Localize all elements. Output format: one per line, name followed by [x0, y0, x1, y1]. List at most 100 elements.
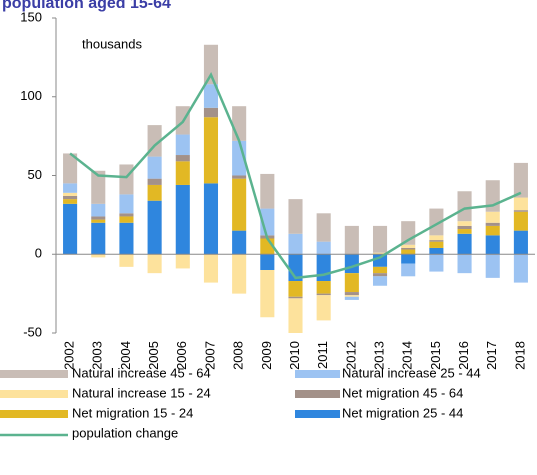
y-tick-label: -50: [23, 324, 42, 339]
bar-segment: [372, 273, 388, 277]
legend-swatch: [0, 390, 68, 398]
bar-segment: [203, 44, 219, 85]
x-tick-label: 2015: [428, 341, 443, 370]
bar-segment: [457, 225, 472, 230]
bar-segment: [147, 156, 162, 179]
bar-segment: [513, 210, 528, 212]
bar-segment: [63, 153, 78, 184]
bar-segment: [457, 233, 472, 255]
x-tick-label: 2002: [62, 341, 77, 370]
bar-segment: [63, 203, 78, 255]
bar-segment: [401, 244, 416, 248]
bar-segment: [63, 183, 78, 193]
bar-segment: [429, 235, 444, 241]
bar-segment: [429, 254, 444, 272]
bar-segment: [232, 106, 247, 141]
bar-segment: [316, 281, 331, 294]
legend-label: population change: [72, 425, 178, 440]
bar-segment: [63, 199, 78, 204]
bar-segment: [288, 281, 303, 297]
x-tick-label: 2012: [343, 341, 358, 370]
bar-segment: [175, 184, 190, 255]
x-tick-label: 2018: [512, 341, 527, 370]
x-tick-label: 2005: [146, 341, 161, 370]
bar-segment: [401, 249, 416, 255]
x-tick-label: 2016: [456, 341, 471, 370]
line-series: [69, 71, 522, 280]
bar-segment: [91, 170, 106, 204]
bar-segment: [175, 155, 190, 162]
bar-segment: [175, 161, 190, 185]
bar-segment: [372, 225, 388, 253]
bar-segment: [344, 295, 359, 297]
bar-segment: [232, 230, 247, 255]
legend-label: Natural increase 25 - 44: [342, 365, 481, 380]
bar-segment: [119, 194, 134, 214]
bar-segment: [316, 295, 331, 321]
chart-title: population aged 15-64: [2, 0, 171, 12]
bar-segment: [316, 241, 331, 255]
bar-segment: [401, 247, 416, 250]
bar-segment: [232, 178, 247, 231]
bar-segment: [203, 254, 219, 283]
bar-segment: [203, 107, 219, 118]
y-tick-label: 50: [28, 167, 42, 182]
bar-segment: [316, 213, 331, 242]
x-tick-label: 2011: [315, 341, 330, 369]
y-tick-label: 0: [35, 246, 42, 261]
bar-segment: [401, 263, 416, 277]
bar-segment: [91, 216, 106, 220]
bar-segment: [429, 240, 444, 242]
x-tick-label: 2014: [400, 341, 415, 370]
bar-segment: [513, 254, 528, 283]
bar-segment: [485, 225, 500, 236]
bar-segment: [372, 266, 388, 274]
legend-label: Net migration 45 - 64: [342, 385, 463, 400]
x-tick-label: 2013: [371, 341, 386, 370]
bar-segment: [288, 296, 303, 299]
bar-segment: [485, 254, 500, 278]
bar-segment: [147, 254, 162, 274]
x-tick-label: 2004: [118, 341, 133, 370]
bar-segment: [119, 216, 134, 223]
bar-segment: [91, 219, 106, 223]
legend-swatch: [0, 410, 68, 418]
bar-segment: [260, 173, 275, 209]
bar-segment: [232, 254, 247, 294]
bar-segment: [344, 273, 359, 293]
bar-segment: [316, 293, 331, 296]
bar-segment: [344, 225, 359, 255]
legend-label: Natural increase 45 - 64: [72, 365, 211, 380]
x-tick-label: 2007: [202, 341, 217, 370]
bar-segment: [63, 192, 78, 196]
bar-segment: [429, 208, 444, 236]
bar-segment: [513, 162, 528, 198]
bar-segment: [203, 84, 219, 108]
x-tick-label: 2010: [287, 341, 302, 370]
bar-segment: [457, 229, 472, 234]
x-tick-label: 2017: [484, 341, 499, 370]
bar-segment: [288, 233, 303, 255]
legend-label: Natural increase 15 - 24: [72, 385, 211, 400]
bar-segment: [260, 270, 275, 318]
bar-segment: [429, 241, 444, 248]
bar-segment: [344, 292, 359, 296]
bar-segment: [485, 211, 500, 223]
bar-segment: [288, 199, 303, 234]
bar-segment: [260, 254, 275, 270]
legend-swatch: [295, 410, 340, 418]
bar-segment: [91, 254, 106, 258]
bar-segment: [147, 184, 162, 201]
legend-swatch: [0, 370, 68, 378]
bar-segment: [175, 254, 190, 269]
bar-segment: [147, 200, 162, 255]
bar-segment: [316, 254, 331, 282]
bar-segment: [429, 247, 444, 255]
annotation: thousands: [82, 36, 142, 51]
bar-segment: [513, 197, 528, 211]
bar-segment: [203, 117, 219, 184]
bar-segment: [119, 254, 134, 267]
bar-segment: [457, 221, 472, 226]
bar-segment: [457, 191, 472, 222]
